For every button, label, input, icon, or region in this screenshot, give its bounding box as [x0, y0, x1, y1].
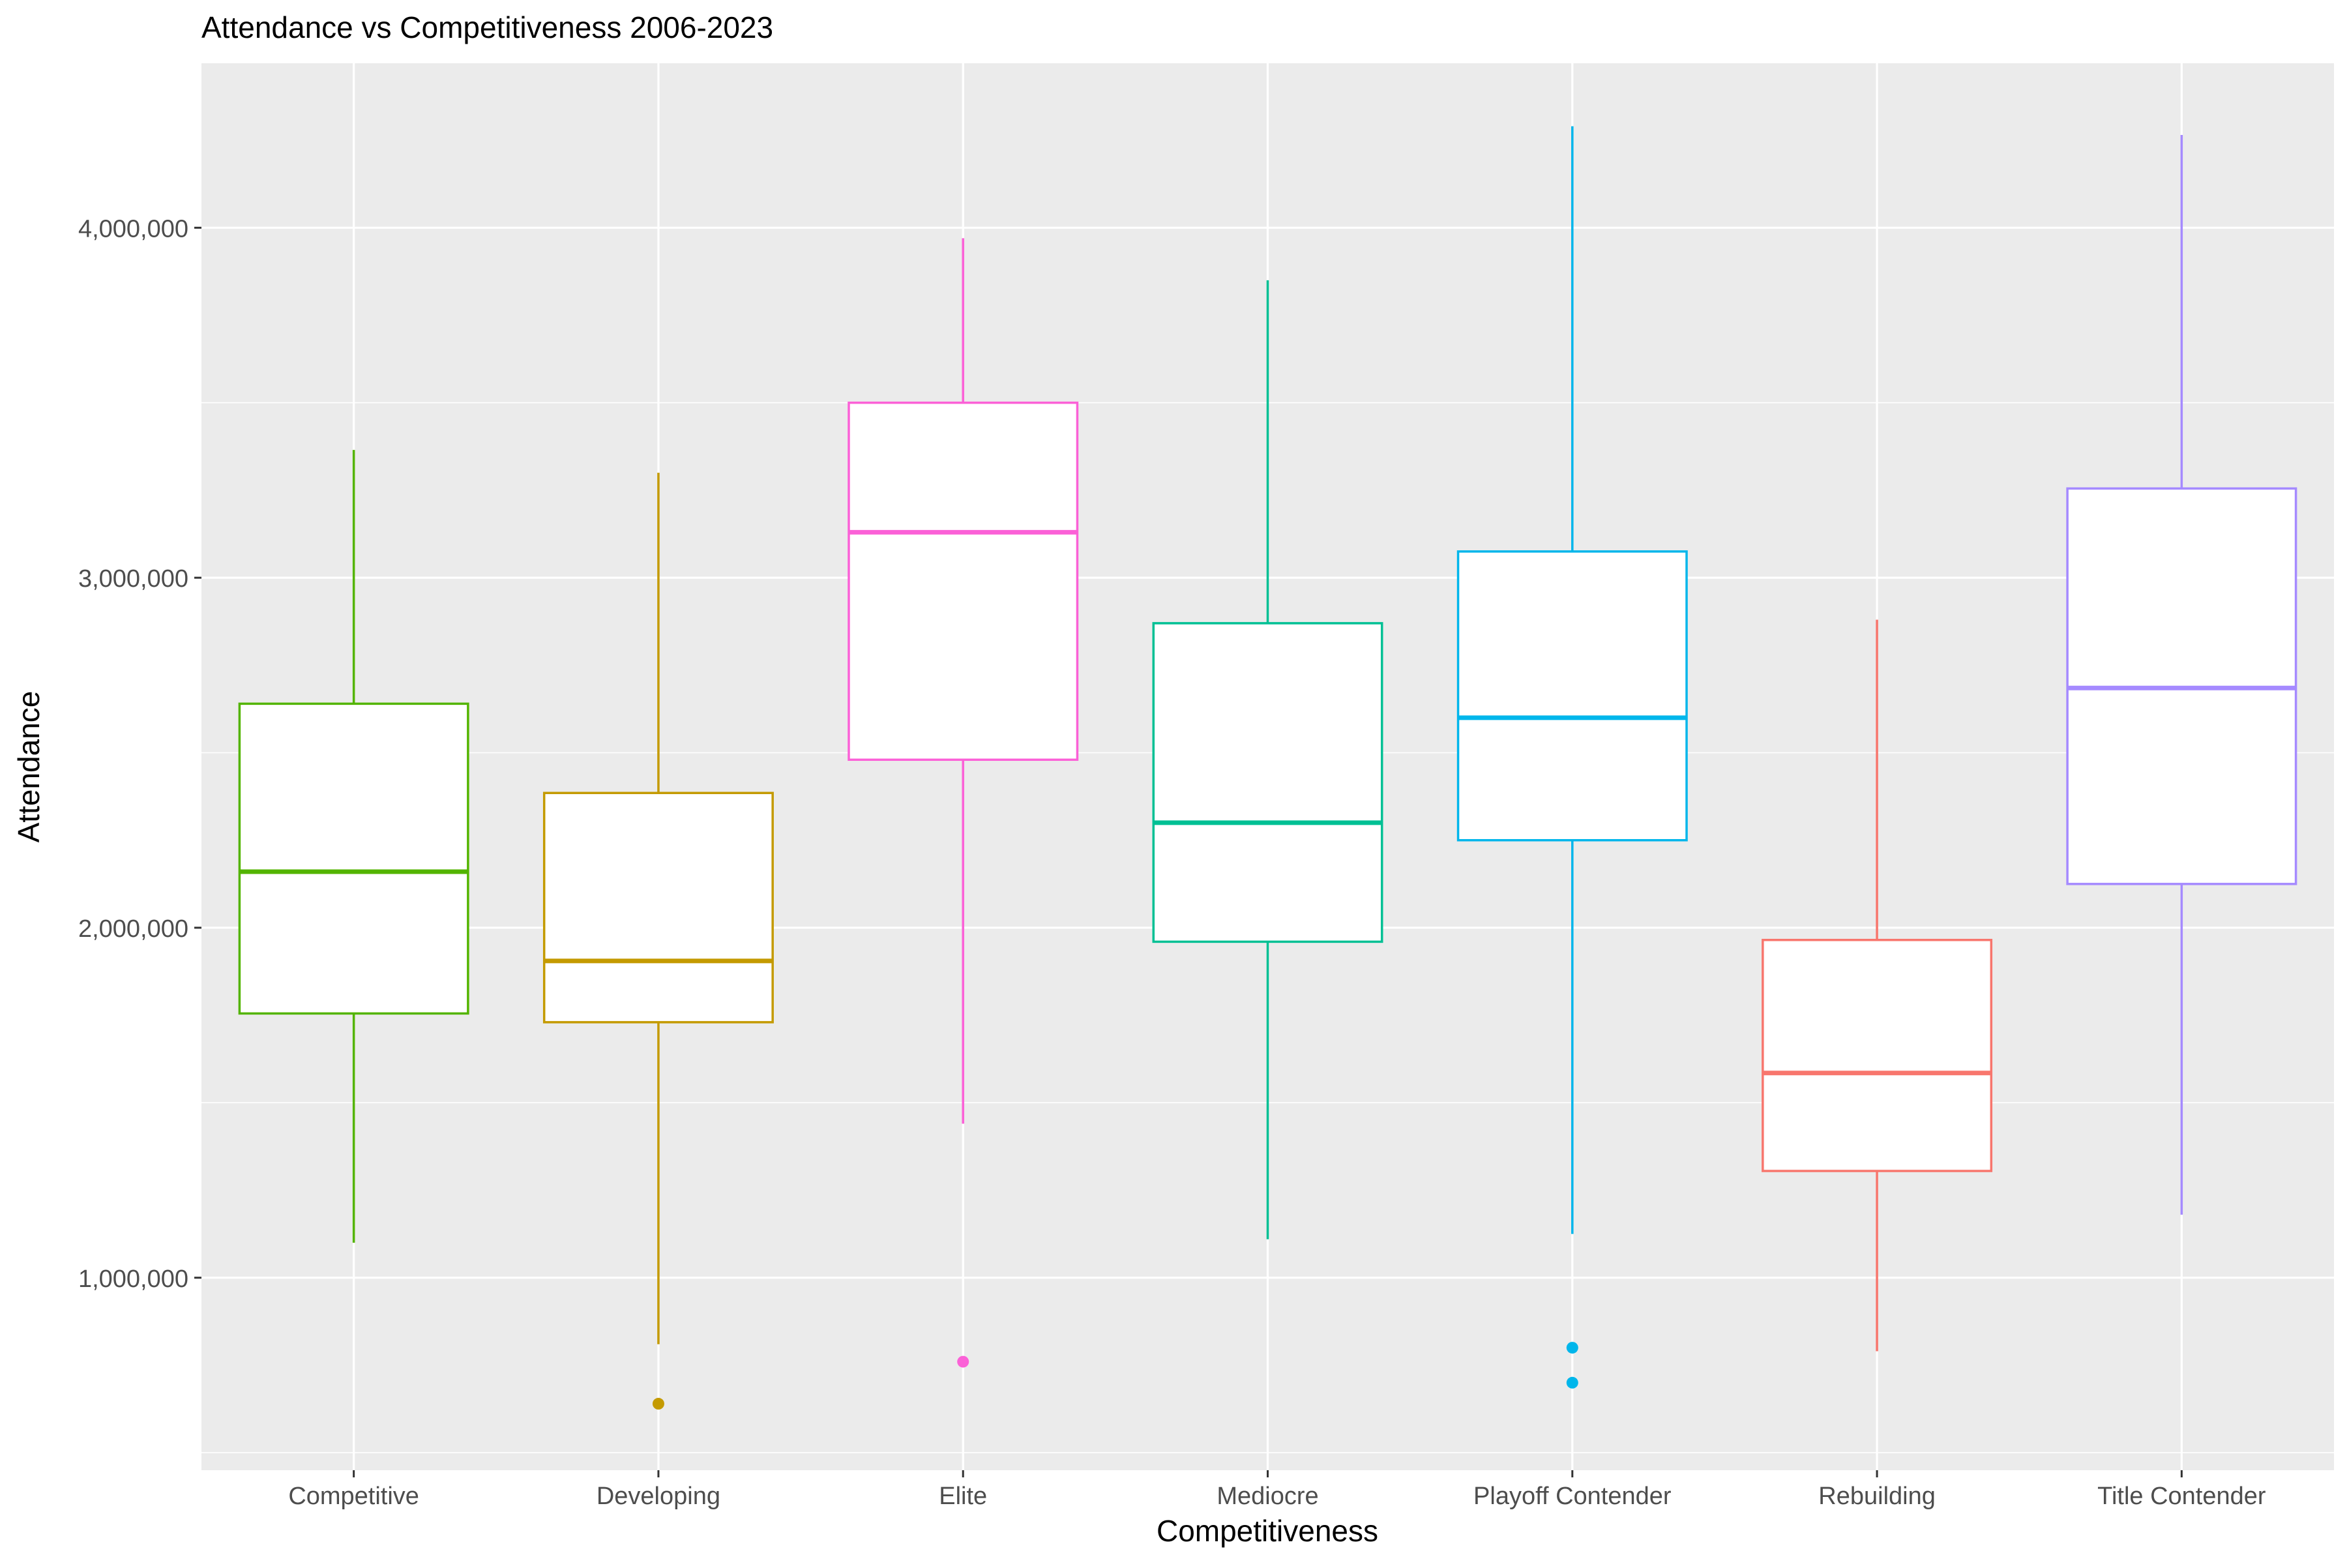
outlier-point — [1566, 1342, 1578, 1354]
box-group — [238, 450, 469, 1243]
x-axis-title: Competitiveness — [1157, 1514, 1378, 1548]
y-tick-label: 2,000,000 — [78, 915, 188, 943]
y-axis-title: Attendance — [12, 691, 46, 843]
x-tick-label: Playoff Contender — [1473, 1483, 1672, 1510]
outlier-point — [652, 1398, 664, 1410]
boxes-layer — [238, 126, 2297, 1410]
x-tick-label: Elite — [939, 1483, 987, 1510]
box-group — [848, 238, 1079, 1368]
x-axis: Competitive Developing Elite Mediocre Playof… — [288, 1470, 2266, 1510]
y-tick-label: 3,000,000 — [78, 565, 188, 593]
x-tick-label: Rebuilding — [1818, 1483, 1936, 1510]
x-tick-label: Title Contender — [2097, 1483, 2266, 1510]
box-group — [542, 473, 774, 1410]
box — [542, 791, 774, 1024]
box — [1152, 622, 1383, 943]
outlier-point — [1566, 1376, 1578, 1389]
y-axis: 1,000,000 2,000,000 3,000,000 4,000,000 — [78, 215, 201, 1293]
box-group — [1456, 126, 1688, 1389]
chart-title: Attendance vs Competitiveness 2006-2023 — [201, 10, 773, 44]
x-tick-label: Developing — [597, 1483, 720, 1510]
x-tick-label: Competitive — [288, 1483, 419, 1510]
box — [238, 702, 469, 1015]
y-tick-label: 1,000,000 — [78, 1265, 188, 1293]
box — [1762, 938, 1993, 1172]
box-group — [1762, 619, 1993, 1352]
outlier-point — [957, 1355, 969, 1368]
x-tick-label: Mediocre — [1217, 1483, 1318, 1510]
box-group — [2066, 135, 2297, 1215]
box — [1456, 550, 1688, 842]
box — [848, 401, 1079, 762]
y-tick-label: 4,000,000 — [78, 215, 188, 243]
box-group — [1152, 280, 1383, 1239]
